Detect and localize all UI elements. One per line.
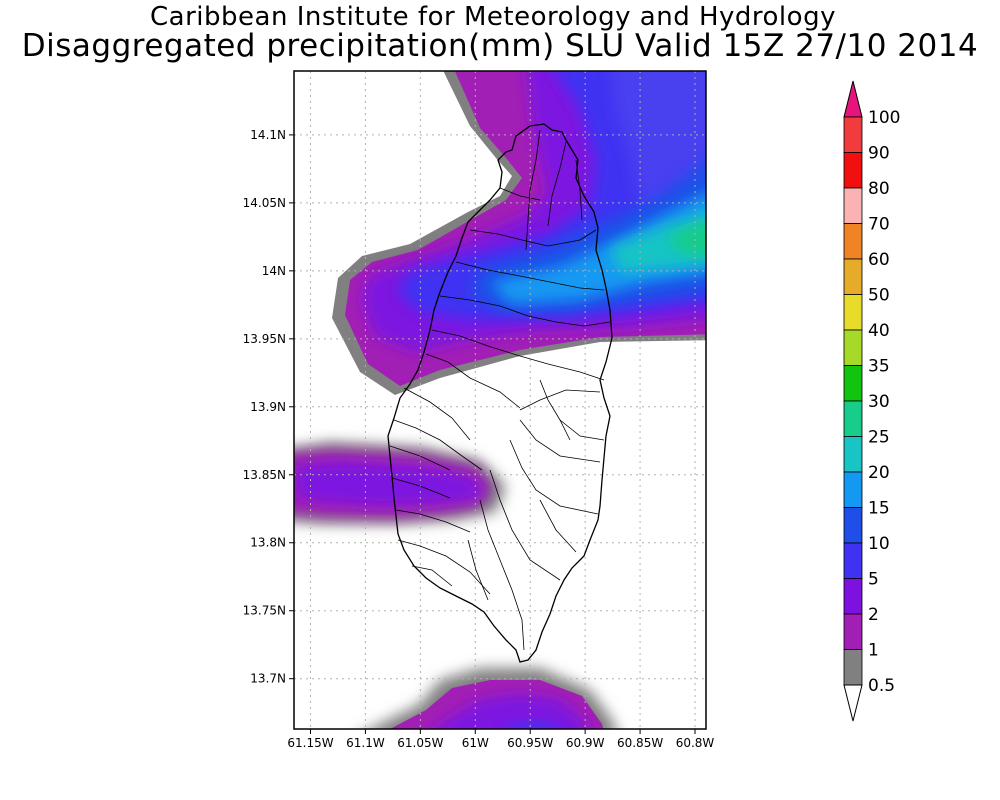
colorbar-swatch: [843, 649, 863, 686]
lat-tick-label: 13.9N: [250, 400, 286, 414]
lat-tick-label: 14.1N: [250, 128, 286, 142]
lat-tick-label: 13.7N: [250, 672, 286, 686]
colorbar-swatch: [843, 187, 863, 224]
institute-title: Caribbean Institute for Meteorology and …: [150, 2, 836, 32]
lon-tick-label: 60.8W: [676, 736, 715, 750]
precip-band-north-25mm: [610, 212, 706, 272]
colorbar-legend: 100 90 80 70 60 50 40 35 30 25 20 15 10 5 2 1 0.5: [843, 80, 900, 722]
lat-tick-label: 13.85N: [243, 468, 286, 482]
colorbar-level-label: 30: [868, 392, 890, 412]
lon-tick-label: 60.9W: [566, 736, 605, 750]
lat-tick-label: 13.75N: [243, 604, 286, 618]
colorbar-level-label: 100: [868, 108, 900, 128]
colorbar-max-triangle: [843, 80, 863, 118]
longitude-labels: 61.15W 61.1W 61.05W 61W 60.95W 60.9W 60.85W 60.…: [287, 729, 714, 750]
lon-tick-label: 61.05W: [397, 736, 443, 750]
colorbar-level-label: 90: [868, 144, 890, 164]
product-title: Disaggregated precipitation(mm) SLU Vali…: [21, 28, 979, 64]
precip-band-north-30mm: [668, 222, 706, 256]
lon-tick-label: 60.85W: [617, 736, 663, 750]
colorbar-swatch: [843, 471, 863, 508]
colorbar-level-label: 60: [868, 250, 890, 270]
colorbar-level-label: 5: [868, 570, 879, 590]
colorbar-swatch: [843, 223, 863, 260]
river-network: [389, 129, 611, 651]
colorbar-level-label: 1: [868, 641, 879, 661]
colorbar-level-label: 20: [868, 463, 890, 483]
colorbar-swatch: [843, 436, 863, 473]
colorbar-min-triangle: [843, 684, 863, 722]
island-outline: [387, 123, 613, 663]
lat-tick-label: 14.05N: [243, 196, 286, 210]
colorbar-swatch: [843, 400, 863, 437]
colorbar-swatch: [843, 152, 863, 189]
lat-tick-label: 13.95N: [243, 332, 286, 346]
colorbar-swatch: [843, 329, 863, 366]
colorbar-swatch: [843, 258, 863, 295]
latitude-labels: 14.1N 14.05N 14N 13.95N 13.9N 13.85N 13.8N 13.7…: [243, 128, 294, 686]
colorbar-level-label: 40: [868, 321, 890, 341]
colorbar-swatch: [843, 613, 863, 650]
colorbar-swatch: [843, 507, 863, 544]
precip-band-south-5mm: [507, 722, 558, 729]
precipitation-field: [294, 71, 706, 729]
colorbar-swatch: [843, 116, 863, 153]
graticule: [294, 71, 706, 729]
lon-tick-label: 61.1W: [346, 736, 385, 750]
colorbar-level-label: 50: [868, 286, 890, 306]
lat-tick-label: 13.8N: [250, 536, 286, 550]
map-frame: [293, 70, 707, 730]
lon-tick-label: 61W: [462, 736, 489, 750]
colorbar-level-label: 70: [868, 215, 890, 235]
colorbar-swatch: [843, 542, 863, 579]
precip-band-south-2mm: [435, 694, 587, 729]
lon-tick-label: 61.15W: [287, 736, 333, 750]
coastline: [387, 123, 613, 663]
colorbar-swatch: [843, 365, 863, 402]
colorbar-level-label: 35: [868, 357, 890, 377]
precip-band-west-2mm: [296, 462, 486, 506]
colorbar-level-label: 2: [868, 605, 879, 625]
precip-band-north-20mm: [490, 193, 706, 304]
colorbar-swatch: [843, 294, 863, 331]
colorbar-swatch: [843, 578, 863, 615]
lon-tick-label: 60.95W: [507, 736, 553, 750]
colorbar-level-label: 10: [868, 534, 890, 554]
colorbar-level-label: 25: [868, 428, 890, 448]
colorbar-level-label: 80: [868, 179, 890, 199]
lat-tick-label: 14N: [262, 264, 286, 278]
colorbar-level-label: 15: [868, 499, 890, 519]
colorbar-level-label: 0.5: [868, 676, 895, 696]
